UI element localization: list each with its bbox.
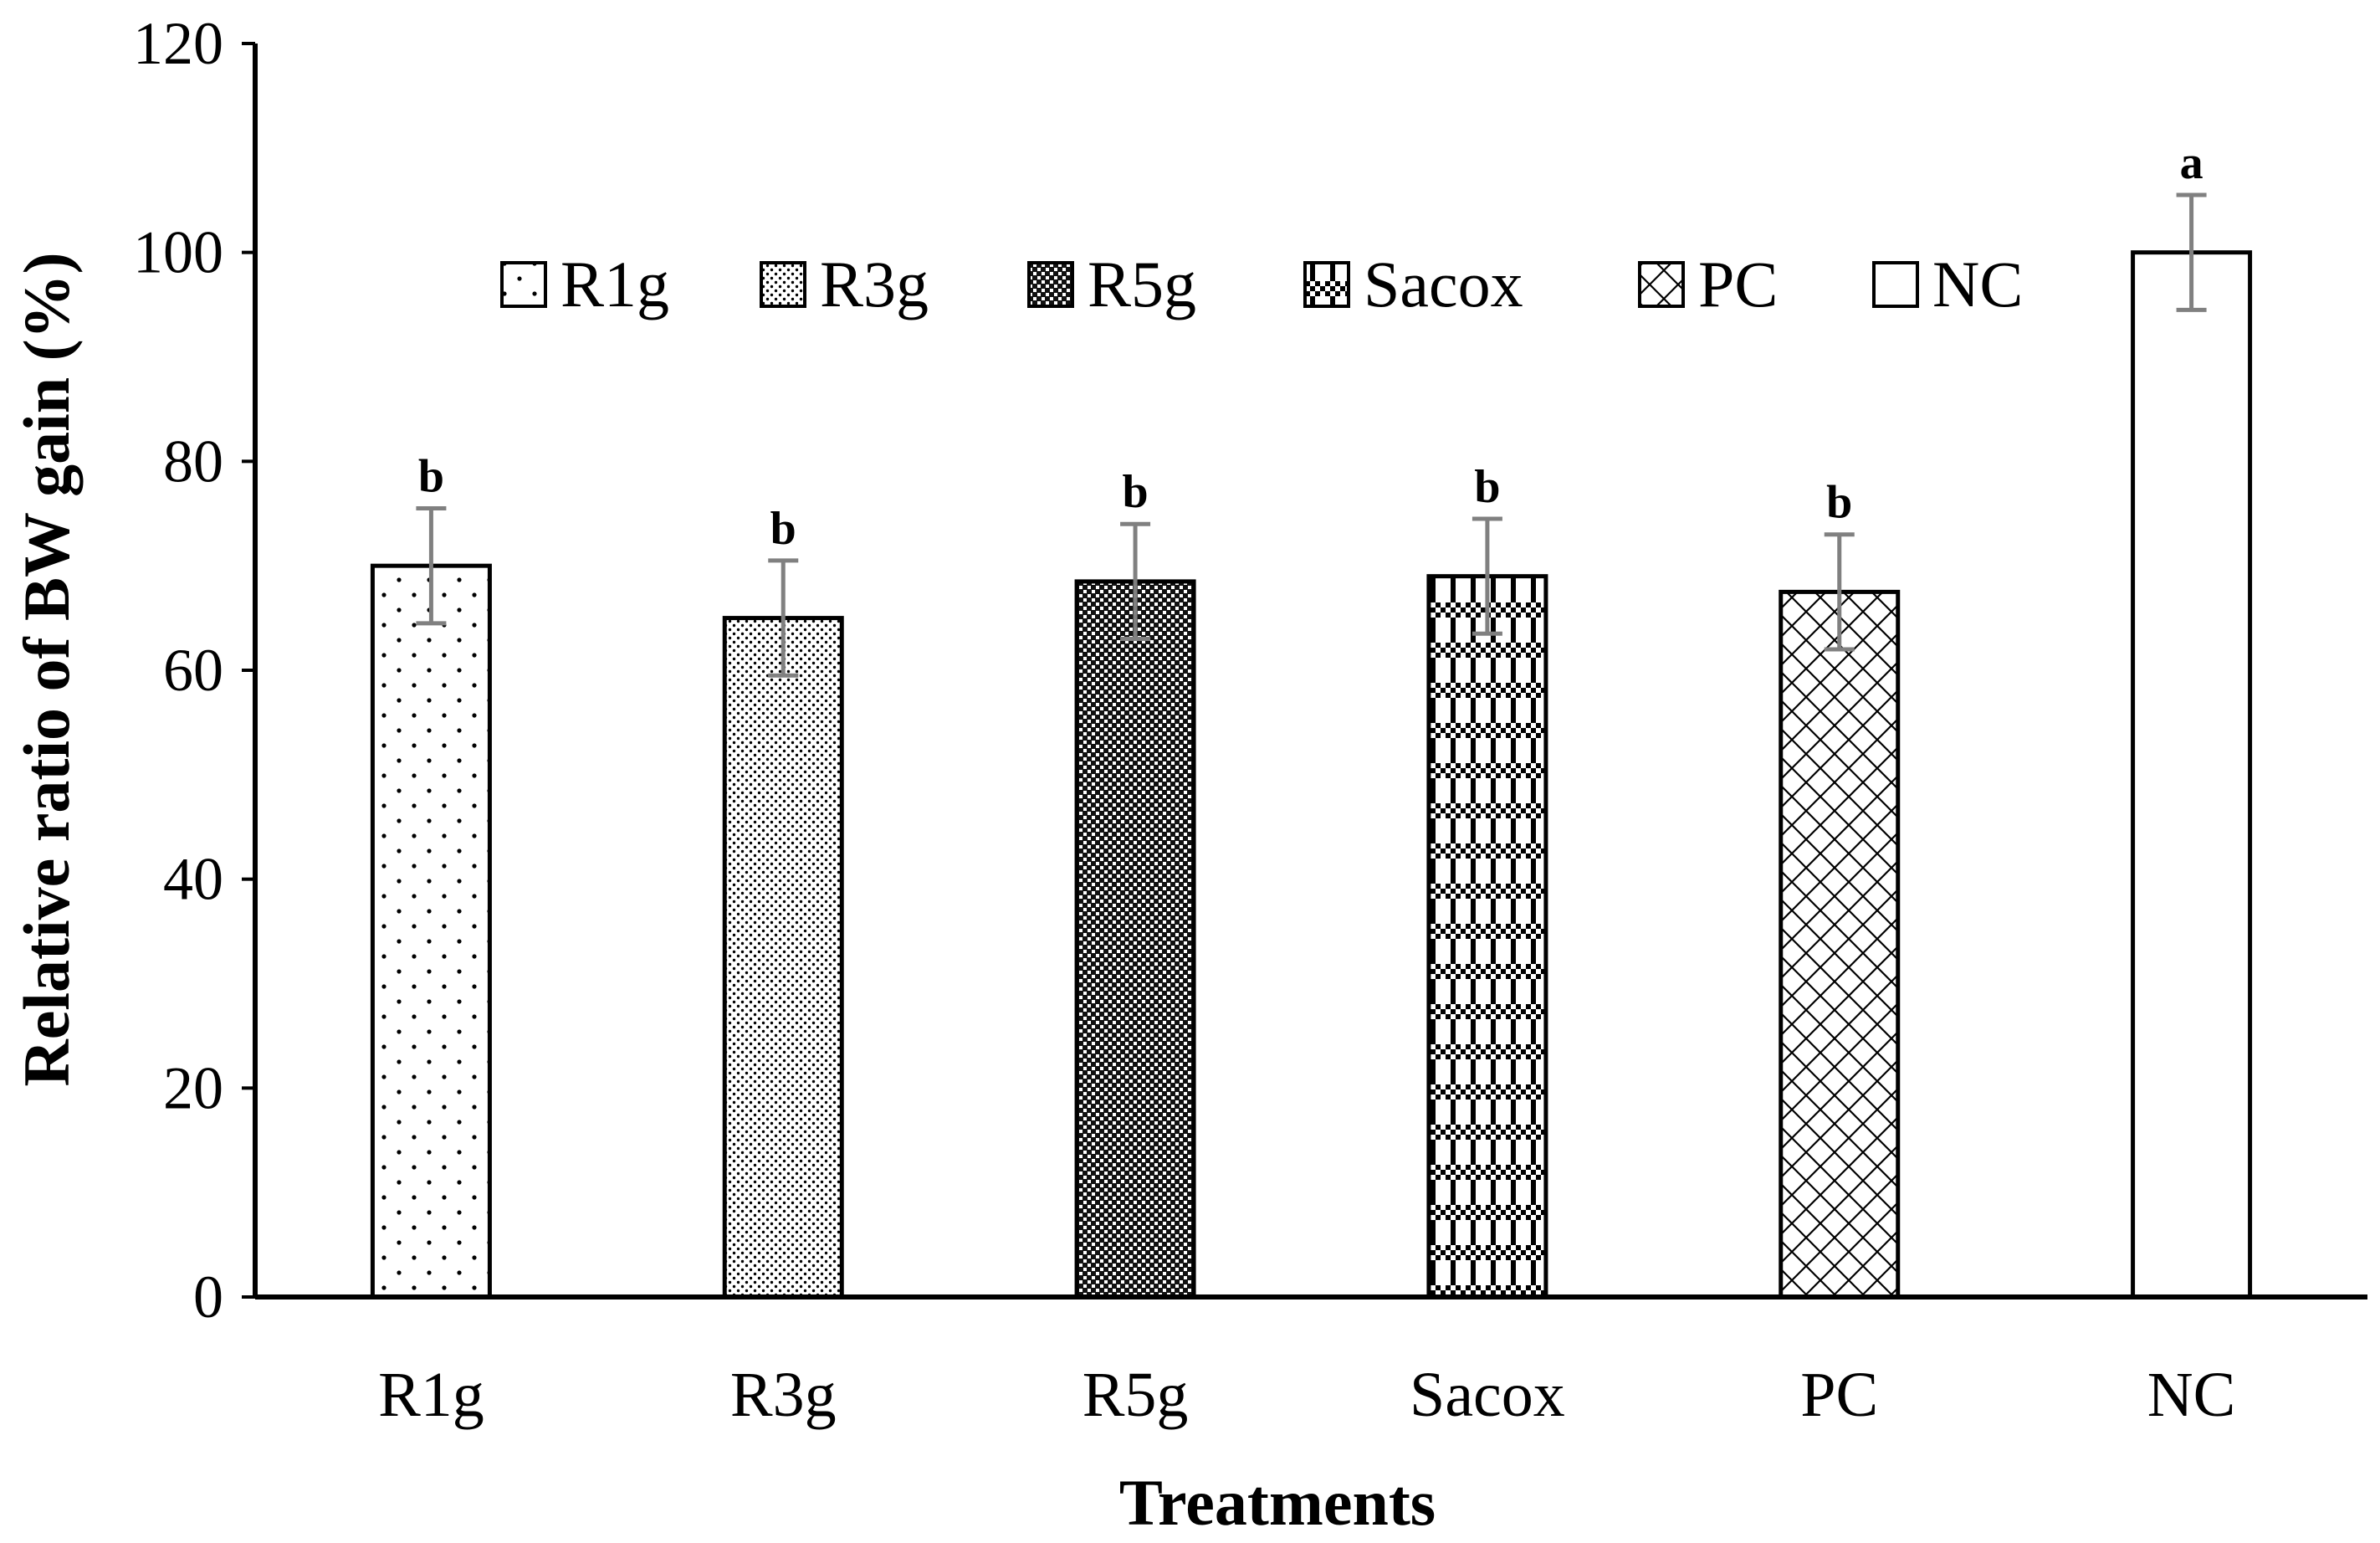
significance-labels: b b b b b a xyxy=(418,137,2203,555)
error-bar-r1g xyxy=(416,506,447,626)
legend-item-nc: NC xyxy=(1872,248,2023,320)
y-tick-label: 80 xyxy=(163,428,223,495)
bar-nc xyxy=(2131,250,2253,1300)
legend-swatch-sacox xyxy=(1303,261,1350,308)
x-tick-label-r5g: R5g xyxy=(1083,1360,1189,1430)
legend-label-nc: NC xyxy=(1932,248,2023,320)
significance-label-r5g: b xyxy=(1123,466,1149,518)
x-tick-label-sacox: Sacox xyxy=(1410,1360,1565,1430)
legend: R1g R3g R5g Sacox PC NC xyxy=(500,248,2023,320)
legend-item-r5g: R5g xyxy=(1027,248,1196,320)
legend-swatch-pc xyxy=(1638,261,1685,308)
legend-item-r3g: R3g xyxy=(760,248,929,320)
error-bar-pc xyxy=(1824,532,1855,652)
x-tick-label-pc: PC xyxy=(1800,1360,1878,1430)
x-tick-label-r3g: R3g xyxy=(730,1360,837,1430)
error-bar-sacox xyxy=(1472,516,1502,636)
legend-label-r5g: R5g xyxy=(1088,248,1196,320)
legend-swatch-r5g xyxy=(1027,261,1074,308)
legend-label-r3g: R3g xyxy=(820,248,929,320)
y-axis-ticks: 0 20 40 60 80 100 120 xyxy=(133,10,255,1330)
legend-swatch-r1g xyxy=(500,261,547,308)
significance-label-nc: a xyxy=(2180,137,2203,189)
bar-sacox xyxy=(1426,574,1548,1300)
bar-r1g xyxy=(370,563,492,1300)
x-axis-tick-labels: R1g R3g R5g Sacox PC NC xyxy=(378,1360,2235,1430)
bar-r5g xyxy=(1074,579,1196,1300)
y-tick-label: 120 xyxy=(133,10,223,77)
x-tick-label-nc: NC xyxy=(2147,1360,2236,1430)
legend-label-sacox: Sacox xyxy=(1364,248,1523,320)
error-bar-r5g xyxy=(1120,521,1151,642)
legend-label-r1g: R1g xyxy=(560,248,669,320)
y-tick-label: 60 xyxy=(163,637,223,704)
x-tick-label-r1g: R1g xyxy=(378,1360,484,1430)
bar-r3g xyxy=(722,616,844,1300)
legend-swatch-nc xyxy=(1872,261,1919,308)
legend-item-pc: PC xyxy=(1638,248,1778,320)
error-bar-nc xyxy=(2176,192,2207,312)
bar-pc xyxy=(1779,589,1901,1300)
error-bars xyxy=(416,192,2207,678)
x-axis-title: Treatments xyxy=(1119,1466,1436,1539)
significance-label-r1g: b xyxy=(418,451,444,503)
significance-label-r3g: b xyxy=(770,503,796,555)
significance-label-sacox: b xyxy=(1474,461,1500,513)
y-tick-label: 20 xyxy=(163,1054,223,1121)
y-axis-title: Relative ratio of BW gain (%) xyxy=(10,252,83,1086)
y-tick-label: 100 xyxy=(133,219,223,286)
y-tick-label: 0 xyxy=(193,1264,223,1330)
legend-item-sacox: Sacox xyxy=(1303,248,1523,320)
error-bar-r3g xyxy=(768,558,799,678)
legend-label-pc: PC xyxy=(1698,248,1778,320)
legend-swatch-r3g xyxy=(760,261,806,308)
legend-item-r1g: R1g xyxy=(500,248,669,320)
bars xyxy=(370,250,2253,1300)
significance-label-pc: b xyxy=(1826,477,1852,529)
y-tick-label: 40 xyxy=(163,846,223,913)
